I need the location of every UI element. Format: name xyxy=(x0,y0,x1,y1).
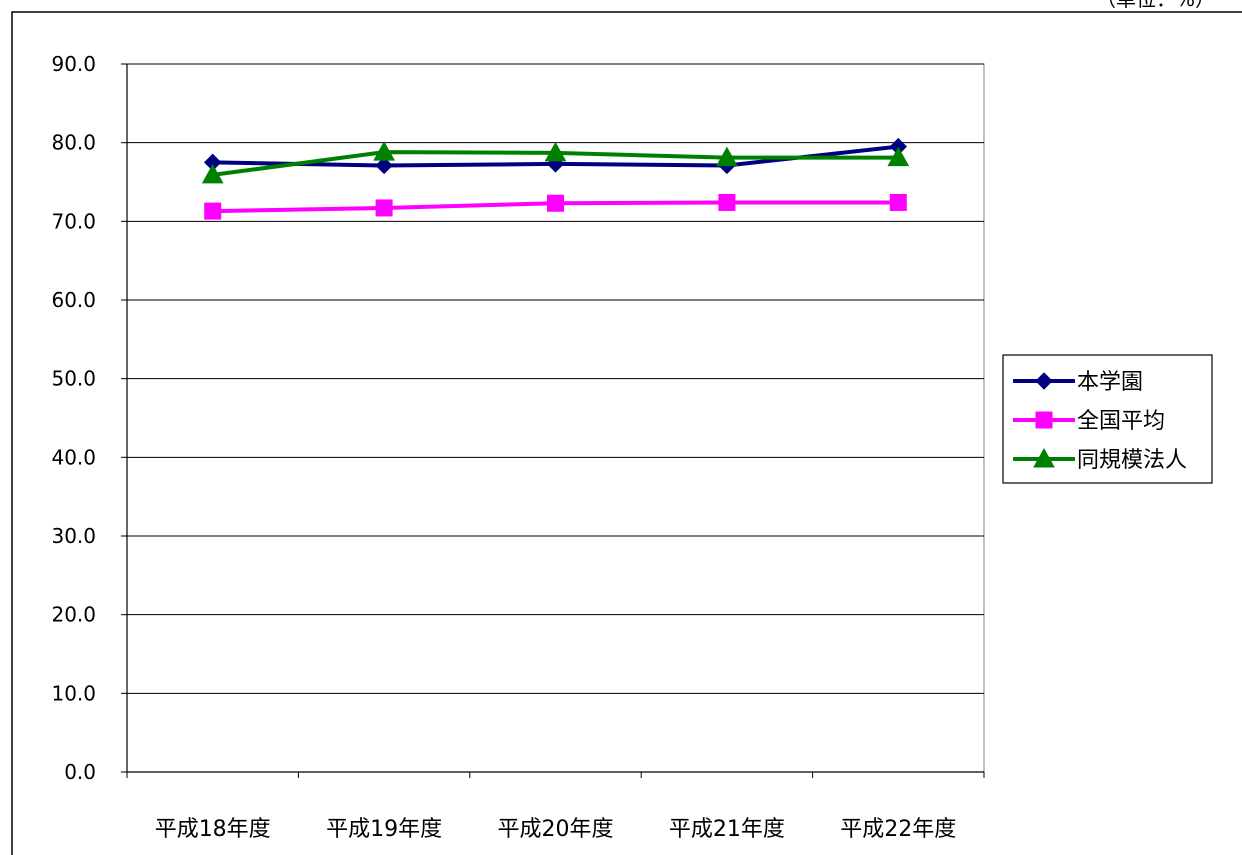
legend-item-2: 同規模法人 xyxy=(1013,447,1187,473)
y-axis: 0.0 10.0 20.0 30.0 40.0 50.0 60.0 70.0 80.0 90.0 xyxy=(51,52,128,784)
y-tick-label: 30.0 xyxy=(51,524,96,548)
legend-label: 本学園 xyxy=(1077,370,1143,395)
y-tick-label: 40.0 xyxy=(51,445,96,469)
data-point xyxy=(887,146,910,167)
series-layer xyxy=(201,137,910,220)
data-point xyxy=(889,193,907,211)
y-tick-label: 70.0 xyxy=(51,209,96,233)
series-1 xyxy=(204,193,907,220)
legend-label: 全国平均 xyxy=(1077,409,1165,434)
legend-item-0: 本学園 xyxy=(1013,370,1143,395)
data-point xyxy=(201,163,224,184)
legend-marker xyxy=(1035,372,1053,390)
data-point xyxy=(544,141,567,162)
y-tick-label: 20.0 xyxy=(51,603,96,627)
x-tick-label: 平成20年度 xyxy=(498,817,614,842)
unit-note: （単位：%） xyxy=(1096,0,1215,11)
plot-area xyxy=(126,63,985,773)
data-point xyxy=(373,141,395,161)
gridlines xyxy=(127,63,984,694)
legend-label: 同規模法人 xyxy=(1077,448,1187,473)
data-point xyxy=(716,146,738,167)
y-tick-label: 90.0 xyxy=(51,52,96,76)
legend-marker xyxy=(1035,411,1053,429)
x-tick-label: 平成18年度 xyxy=(155,817,271,842)
y-tick-label: 50.0 xyxy=(51,367,96,391)
data-point xyxy=(375,199,393,217)
y-tick-label: 10.0 xyxy=(51,681,96,705)
x-tick-label: 平成22年度 xyxy=(840,817,956,842)
series-2 xyxy=(201,141,910,184)
y-tick-label: 80.0 xyxy=(51,131,96,155)
y-tick-label: 60.0 xyxy=(51,288,96,312)
x-tick-label: 平成19年度 xyxy=(326,817,442,842)
data-point xyxy=(204,202,222,220)
x-tick-label: 平成21年度 xyxy=(669,817,785,842)
data-point xyxy=(375,156,393,175)
data-point xyxy=(547,194,564,212)
data-point xyxy=(718,193,736,211)
x-axis: 平成18年度 平成19年度 平成20年度 平成21年度 平成22年度 xyxy=(126,771,985,842)
legend-marker xyxy=(1033,447,1055,468)
legend-item-1: 全国平均 xyxy=(1013,409,1165,434)
y-tick-label: 0.0 xyxy=(64,760,96,784)
